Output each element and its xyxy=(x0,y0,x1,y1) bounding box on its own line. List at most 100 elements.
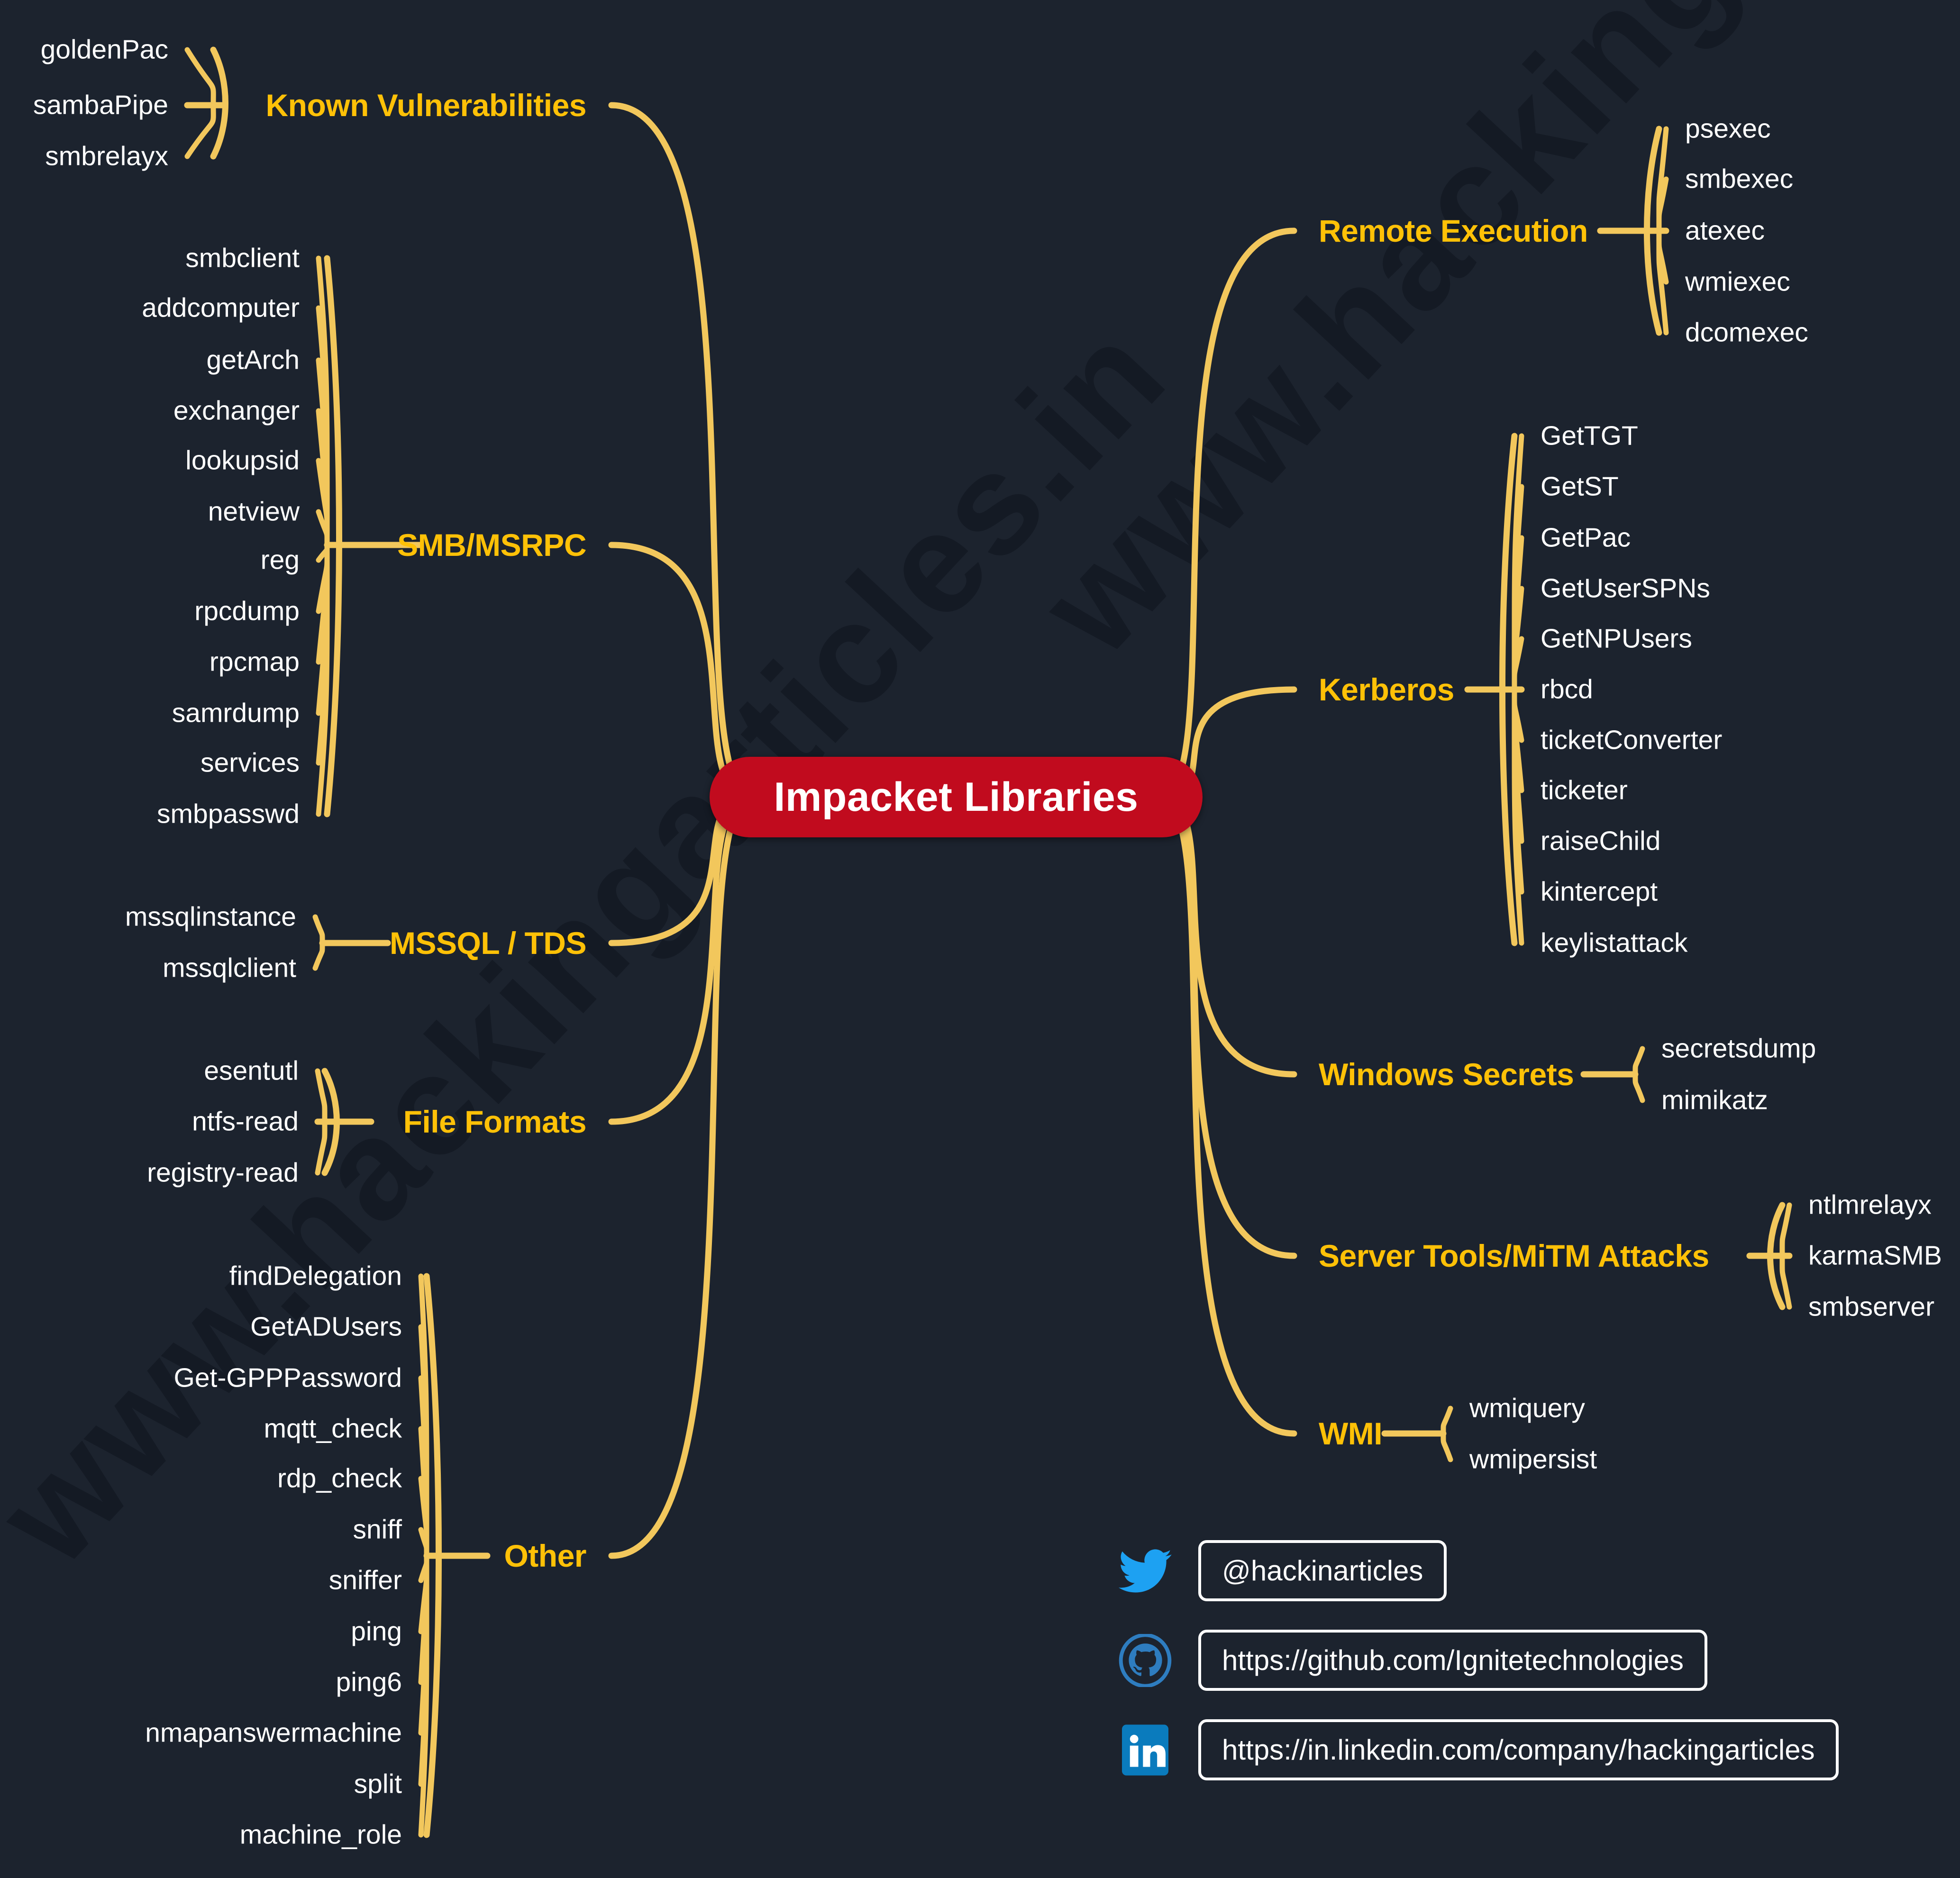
leaf-windows-secrets-1[interactable]: mimikatz xyxy=(1661,1085,1768,1116)
twitter-icon xyxy=(1119,1544,1172,1597)
leaf-kerberos-6[interactable]: ticketConverter xyxy=(1541,725,1723,755)
leaf-smb-msrpc-9[interactable]: samrdump xyxy=(172,698,300,728)
leaf-other-9[interactable]: nmapanswermachine xyxy=(145,1717,402,1748)
leaf-server-tools-mitm-1[interactable]: karmaSMB xyxy=(1808,1240,1942,1271)
leaf-known-vulnerabilities-0[interactable]: goldenPac xyxy=(40,34,168,65)
connector-path xyxy=(312,940,325,971)
leaf-kerberos-5[interactable]: rbcd xyxy=(1541,674,1593,705)
connector-path xyxy=(1632,1071,1645,1103)
connector-path xyxy=(1767,1202,1786,1310)
leaf-other-0[interactable]: findDelegation xyxy=(229,1261,402,1291)
leaf-other-8[interactable]: ping6 xyxy=(336,1667,402,1697)
leaf-other-11[interactable]: machine_role xyxy=(239,1819,402,1850)
leaf-known-vulnerabilities-2[interactable]: smbrelayx xyxy=(45,141,168,172)
leaf-server-tools-mitm-2[interactable]: smbserver xyxy=(1808,1291,1935,1322)
leaf-other-2[interactable]: Get-GPPPassword xyxy=(173,1362,402,1393)
leaf-smb-msrpc-6[interactable]: reg xyxy=(260,544,300,575)
leaf-smb-msrpc-5[interactable]: netview xyxy=(208,496,300,527)
branch-label-other[interactable]: Other xyxy=(504,1538,586,1573)
leaf-kerberos-2[interactable]: GetPac xyxy=(1541,522,1631,553)
connector-path xyxy=(1440,1406,1453,1436)
social-row-github[interactable]: https://github.com/Ignitetechnologies xyxy=(1119,1630,1839,1691)
leaf-other-7[interactable]: ping xyxy=(351,1616,402,1647)
leaf-kerberos-8[interactable]: raiseChild xyxy=(1541,826,1661,856)
leaf-other-4[interactable]: rdp_check xyxy=(277,1463,402,1494)
leaf-other-1[interactable]: GetADUsers xyxy=(250,1311,402,1342)
leaf-wmi-0[interactable]: wmiquery xyxy=(1469,1393,1585,1424)
linkedin-icon xyxy=(1119,1724,1172,1777)
leaf-kerberos-4[interactable]: GetNPUsers xyxy=(1541,623,1692,654)
connector-path xyxy=(608,102,756,800)
connector-path xyxy=(1656,176,1669,234)
connector-path xyxy=(1512,687,1524,946)
twitter-handle[interactable]: @hackinarticles xyxy=(1198,1540,1447,1601)
connector-path xyxy=(608,794,756,1559)
connector-path xyxy=(312,914,325,946)
leaf-remote-execution-1[interactable]: smbexec xyxy=(1685,163,1794,194)
leaf-kerberos-1[interactable]: GetST xyxy=(1541,471,1619,502)
leaf-smb-msrpc-3[interactable]: exchanger xyxy=(173,395,300,426)
connector-path xyxy=(321,1068,340,1176)
leaf-other-10[interactable]: split xyxy=(354,1769,402,1799)
leaf-file-formats-2[interactable]: registry-read xyxy=(147,1157,299,1188)
leaf-kerberos-3[interactable]: GetUserSPNs xyxy=(1541,573,1710,604)
center-node[interactable]: Impacket Libraries xyxy=(710,757,1203,837)
leaf-known-vulnerabilities-1[interactable]: sambaPipe xyxy=(33,90,168,120)
connector-path xyxy=(316,542,330,817)
branch-label-server-tools-mitm[interactable]: Server Tools/MiTM Attacks xyxy=(1319,1238,1709,1273)
leaf-wmi-1[interactable]: wmipersist xyxy=(1469,1444,1597,1475)
social-row-linkedin[interactable]: https://in.linkedin.com/company/hackinga… xyxy=(1119,1719,1839,1780)
branch-label-mssql-tds[interactable]: MSSQL / TDS xyxy=(390,925,587,961)
leaf-smb-msrpc-11[interactable]: smbpasswd xyxy=(157,798,300,829)
leaf-windows-secrets-0[interactable]: secretsdump xyxy=(1661,1033,1816,1064)
branch-label-wmi[interactable]: WMI xyxy=(1319,1416,1383,1451)
connector-path xyxy=(418,1527,429,1559)
leaf-remote-execution-3[interactable]: wmiexec xyxy=(1685,266,1790,297)
connector-path xyxy=(315,1068,328,1125)
connector-path xyxy=(1644,126,1662,336)
connector-path xyxy=(1779,1253,1792,1310)
connector-path xyxy=(1499,433,1518,946)
leaf-mssql-tds-0[interactable]: mssqlinstance xyxy=(125,901,296,932)
leaf-kerberos-7[interactable]: ticketer xyxy=(1541,775,1628,806)
leaf-other-3[interactable]: mqtt_check xyxy=(264,1413,402,1444)
leaf-file-formats-1[interactable]: ntfs-read xyxy=(192,1106,299,1137)
connector-path xyxy=(184,47,216,108)
leaf-smb-msrpc-7[interactable]: rpcdump xyxy=(194,596,300,626)
branch-label-known-vulnerabilities[interactable]: Known Vulnerabilities xyxy=(265,88,587,123)
branch-label-smb-msrpc[interactable]: SMB/MSRPC xyxy=(397,527,586,562)
social-row-twitter[interactable]: @hackinarticles xyxy=(1119,1540,1839,1601)
linkedin-url[interactable]: https://in.linkedin.com/company/hackinga… xyxy=(1198,1719,1839,1780)
github-url[interactable]: https://github.com/Ignitetechnologies xyxy=(1198,1630,1707,1691)
leaf-remote-execution-2[interactable]: atexec xyxy=(1685,215,1765,246)
social-links: @hackinarticles https://github.com/Ignit… xyxy=(1119,1540,1839,1780)
leaf-other-6[interactable]: sniffer xyxy=(328,1565,402,1596)
leaf-smb-msrpc-0[interactable]: smbclient xyxy=(185,243,300,273)
leaf-kerberos-10[interactable]: keylistattack xyxy=(1541,927,1688,958)
branch-label-file-formats[interactable]: File Formats xyxy=(403,1104,587,1139)
branch-label-remote-execution[interactable]: Remote Execution xyxy=(1319,213,1588,248)
leaf-smb-msrpc-4[interactable]: lookupsid xyxy=(185,445,300,476)
leaf-smb-msrpc-8[interactable]: rpcmap xyxy=(209,646,300,677)
connector-path xyxy=(324,255,342,817)
leaf-mssql-tds-1[interactable]: mssqlclient xyxy=(163,953,296,983)
connector-path xyxy=(184,102,216,159)
connector-path xyxy=(1512,636,1524,692)
connector-path xyxy=(1656,228,1669,336)
leaf-remote-execution-4[interactable]: dcomexec xyxy=(1685,317,1808,348)
leaf-smb-msrpc-1[interactable]: addcomputer xyxy=(142,292,300,323)
connector-path xyxy=(1779,1202,1792,1259)
leaf-smb-msrpc-2[interactable]: getArch xyxy=(206,345,300,375)
leaf-kerberos-0[interactable]: GetTGT xyxy=(1541,420,1638,451)
connector-path xyxy=(418,1553,429,1838)
connector-path xyxy=(315,1119,328,1176)
leaf-smb-msrpc-10[interactable]: services xyxy=(200,747,300,778)
branch-label-kerberos[interactable]: Kerberos xyxy=(1319,672,1454,707)
leaf-kerberos-9[interactable]: kintercept xyxy=(1541,876,1658,907)
leaf-other-5[interactable]: sniff xyxy=(353,1514,402,1545)
leaf-server-tools-mitm-0[interactable]: ntlmrelayx xyxy=(1808,1189,1932,1220)
branch-label-windows-secrets[interactable]: Windows Secrets xyxy=(1319,1057,1574,1092)
leaf-remote-execution-0[interactable]: psexec xyxy=(1685,113,1771,144)
leaf-file-formats-0[interactable]: esentutl xyxy=(204,1055,299,1086)
